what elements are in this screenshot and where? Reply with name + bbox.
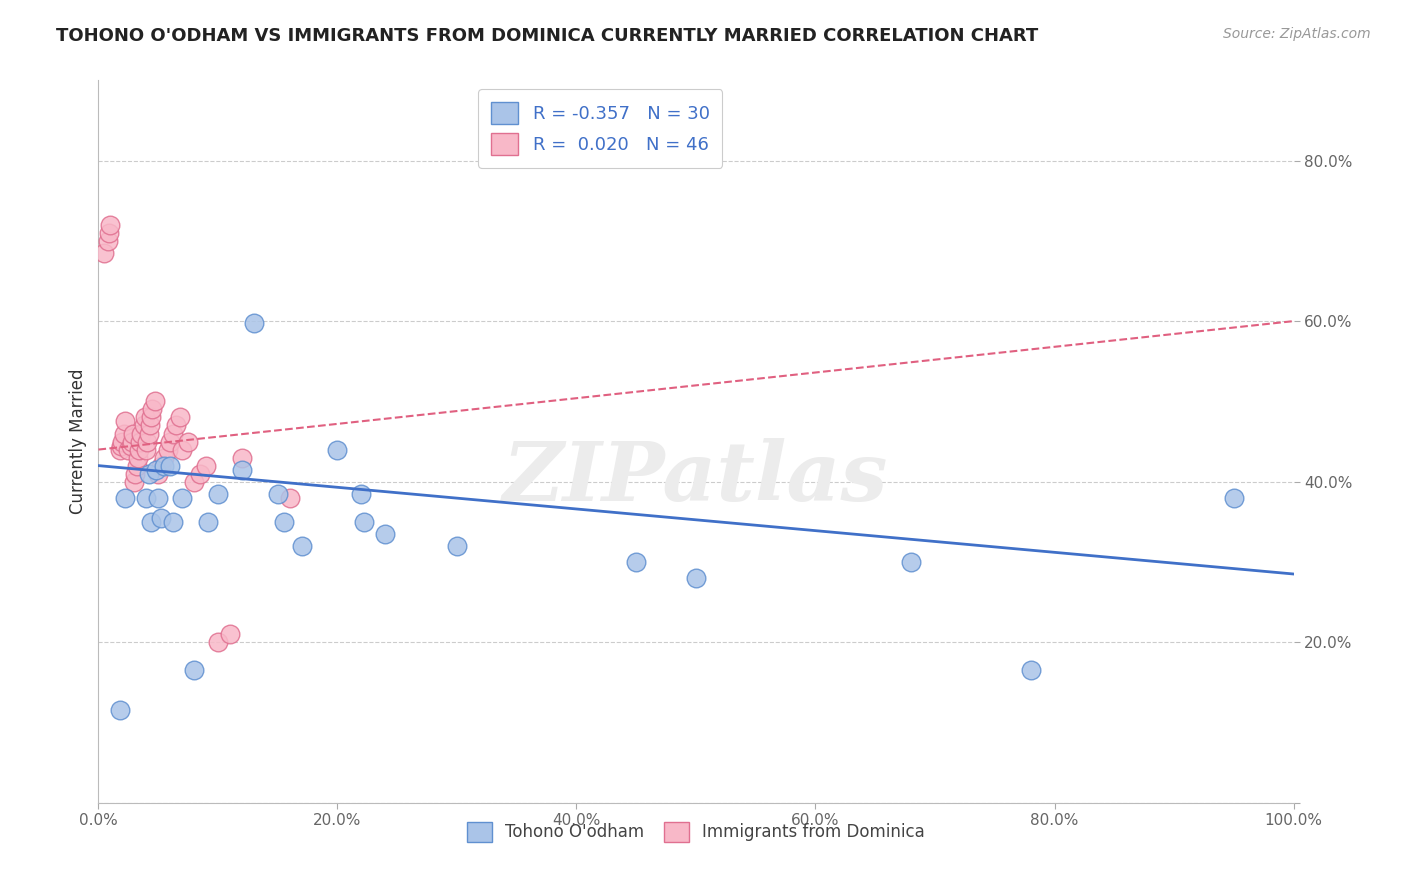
- Point: [139, 418, 162, 433]
- Text: TOHONO O'ODHAM VS IMMIGRANTS FROM DOMINICA CURRENTLY MARRIED CORRELATION CHART: TOHONO O'ODHAM VS IMMIGRANTS FROM DOMINI…: [56, 27, 1039, 45]
- Point: [219, 627, 242, 641]
- Point: [114, 491, 136, 505]
- Point: [278, 491, 301, 505]
- Point: [122, 426, 145, 441]
- Point: [177, 434, 200, 449]
- Point: [129, 434, 152, 449]
- Point: [273, 515, 295, 529]
- Point: [148, 467, 170, 481]
- Point: [148, 491, 170, 505]
- Point: [159, 458, 181, 473]
- Point: [183, 664, 205, 678]
- Point: [128, 442, 150, 457]
- Point: [685, 571, 707, 585]
- Point: [139, 410, 162, 425]
- Point: [108, 442, 131, 457]
- Point: [141, 402, 163, 417]
- Point: [207, 486, 229, 500]
- Point: [143, 394, 166, 409]
- Point: [350, 486, 373, 500]
- Point: [132, 418, 155, 433]
- Point: [162, 515, 184, 529]
- Point: [267, 486, 290, 500]
- Point: [138, 426, 160, 441]
- Point: [127, 450, 149, 465]
- Point: [162, 426, 184, 441]
- Point: [626, 555, 648, 569]
- Point: [900, 555, 922, 569]
- Point: [135, 442, 157, 457]
- Point: [111, 434, 134, 449]
- Point: [374, 526, 396, 541]
- Point: [197, 515, 219, 529]
- Point: [207, 635, 229, 649]
- Point: [188, 467, 211, 481]
- Point: [124, 467, 146, 481]
- Point: [1223, 491, 1246, 505]
- Point: [153, 458, 176, 473]
- Point: [120, 438, 142, 452]
- Point: [136, 434, 159, 449]
- Point: [169, 410, 191, 425]
- Point: [156, 442, 179, 457]
- Text: ZIPatlas: ZIPatlas: [503, 438, 889, 517]
- Point: [149, 510, 172, 524]
- Point: [165, 418, 187, 433]
- Point: [1019, 664, 1042, 678]
- Point: [93, 245, 115, 260]
- Point: [172, 442, 194, 457]
- Point: [124, 475, 146, 489]
- Point: [97, 234, 120, 248]
- Point: [145, 462, 167, 476]
- Y-axis label: Currently Married: Currently Married: [69, 368, 87, 515]
- Point: [153, 450, 176, 465]
- Point: [110, 438, 132, 452]
- Text: Source: ZipAtlas.com: Source: ZipAtlas.com: [1223, 27, 1371, 41]
- Point: [353, 515, 375, 529]
- Point: [291, 539, 314, 553]
- Point: [108, 703, 131, 717]
- Point: [138, 467, 160, 481]
- Point: [231, 462, 253, 476]
- Point: [98, 218, 122, 232]
- Point: [98, 226, 121, 240]
- Point: [117, 442, 139, 457]
- Point: [159, 434, 181, 449]
- Point: [114, 414, 136, 428]
- Point: [231, 450, 253, 465]
- Point: [139, 515, 162, 529]
- Point: [112, 426, 135, 441]
- Point: [243, 316, 266, 330]
- Point: [121, 434, 143, 449]
- Point: [149, 458, 172, 473]
- Point: [131, 426, 153, 441]
- Point: [125, 458, 148, 473]
- Point: [134, 410, 156, 425]
- Point: [135, 491, 157, 505]
- Point: [326, 442, 349, 457]
- Point: [446, 539, 468, 553]
- Point: [172, 491, 194, 505]
- Legend: Tohono O'odham, Immigrants from Dominica: Tohono O'odham, Immigrants from Dominica: [460, 815, 932, 848]
- Point: [183, 475, 205, 489]
- Point: [195, 458, 218, 473]
